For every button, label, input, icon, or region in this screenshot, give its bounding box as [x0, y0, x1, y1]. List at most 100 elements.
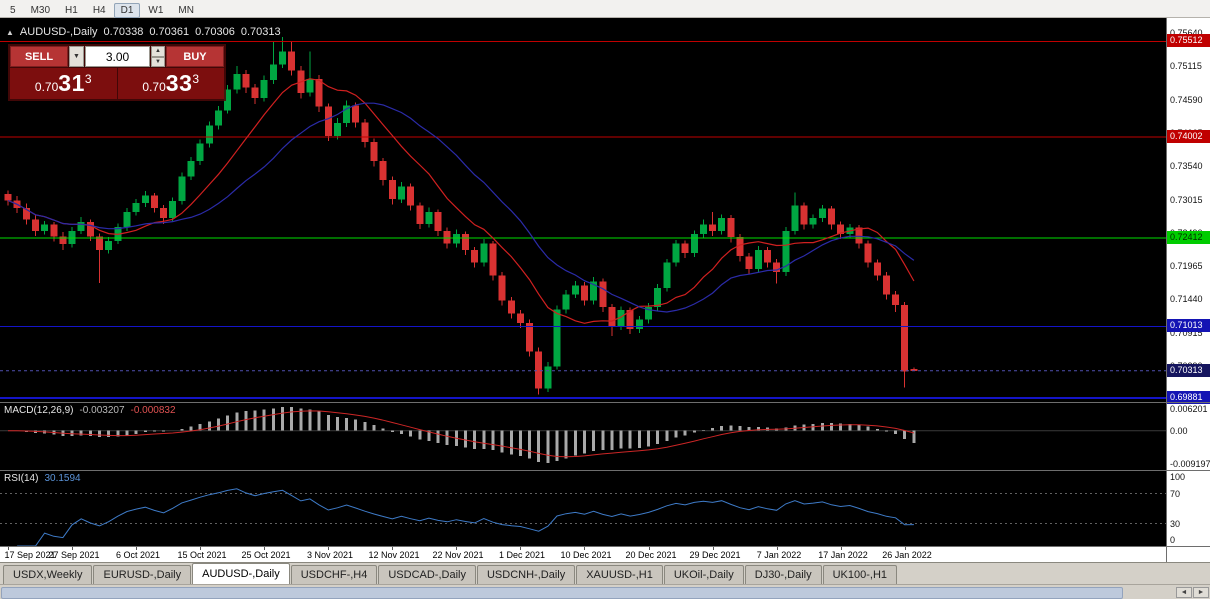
scroll-right-button[interactable]: ►	[1193, 587, 1209, 598]
timeframe-button-h4[interactable]: H4	[92, 4, 106, 16]
macd-histogram	[15, 407, 916, 464]
chart-ohlc-title: ▲ AUDUSD-,Daily 0.70338 0.70361 0.70306 …	[6, 26, 281, 38]
candles-series	[4, 37, 918, 395]
panel-toggle-icon[interactable]: ▲	[6, 27, 14, 37]
sell-price-prefix: 0.70	[34, 80, 59, 94]
date-label: 15 Oct 2021	[177, 550, 227, 560]
volume-increase-button[interactable]: ▲	[151, 46, 165, 57]
spin-down-icon: ▼	[155, 58, 161, 65]
price-level-label: 0.71013	[1167, 319, 1210, 333]
sell-price-big: 31	[58, 70, 85, 96]
date-tick	[520, 547, 521, 550]
ma-fast-line	[7, 78, 915, 324]
date-label: 25 Oct 2021	[241, 550, 291, 560]
axis-tick-label: 0.75115	[1170, 61, 1202, 72]
axis-tick-label: 70	[1170, 488, 1181, 499]
buy-price-prefix: 0.70	[142, 80, 166, 94]
axis-tick-label: -0.009197	[1170, 459, 1210, 469]
axis-tick-label: 100	[1170, 472, 1186, 482]
sell-price-display[interactable]: 0.70313	[10, 68, 117, 99]
one-click-trading-panel: SELL ▼ ▲ ▼ BUY 0	[8, 44, 226, 101]
date-tick	[777, 547, 778, 550]
axis-tick-label: 0	[1170, 535, 1176, 545]
axis-tick-label: 0.75640	[1170, 28, 1203, 39]
volume-decrease-button[interactable]: ▼	[151, 56, 165, 67]
volume-field-wrap	[85, 46, 150, 67]
volume-input[interactable]	[85, 46, 150, 67]
timeframe-button-h1[interactable]: H1	[65, 4, 78, 16]
axis-tick-label: 0.70915	[1170, 327, 1203, 338]
volume-stepper: ▲ ▼	[151, 46, 165, 67]
rsi-name: RSI(14)	[4, 473, 39, 484]
timeframe-button-d1[interactable]: D1	[113, 2, 141, 18]
chart-tab[interactable]: USDCNH-,Daily	[476, 565, 576, 584]
axis-tick-label: 0.71440	[1170, 294, 1203, 305]
chart-tab[interactable]: USDCAD-,Daily	[378, 565, 476, 584]
scroll-left-button[interactable]: ◄	[1176, 587, 1192, 598]
sell-price-pipette: 3	[84, 72, 92, 86]
date-tick	[392, 547, 393, 550]
timeframe-button-5[interactable]: 5	[10, 4, 16, 16]
sell-button[interactable]: SELL	[10, 46, 68, 67]
timeframe-buttons: 5 M30 H1 H4 D1 W1 MN	[3, 0, 202, 18]
buy-price-pipette: 3	[192, 72, 200, 86]
buy-price-big: 33	[165, 70, 193, 96]
axis-tick-label: 0.00	[1170, 425, 1188, 436]
scrollbar-thumb[interactable]	[1, 587, 1123, 599]
date-label: 3 Nov 2021	[306, 550, 354, 560]
chart-tab[interactable]: USDX,Weekly	[3, 565, 93, 584]
panel-separator[interactable]	[0, 546, 1210, 547]
rsi-indicator-canvas[interactable]	[0, 471, 1166, 546]
macd-main-value: -0.003207	[79, 405, 125, 416]
date-tick	[8, 547, 9, 550]
arrow-right-icon: ►	[1197, 589, 1205, 596]
date-tick	[905, 547, 906, 550]
chart-tab[interactable]: UK100-,H1	[822, 565, 898, 584]
chart-tab[interactable]: UKOil-,Daily	[663, 565, 744, 584]
date-tick	[649, 547, 650, 550]
price-level-label: 0.75512	[1167, 34, 1210, 48]
macd-name: MACD(12,26,9)	[4, 405, 74, 416]
horizontal-scrollbar: ◄ ►	[0, 584, 1210, 599]
date-label: 17 Jan 2022	[818, 550, 868, 560]
trade-options-dropdown[interactable]: ▼	[69, 46, 84, 67]
timeframe-button-w1[interactable]: W1	[148, 4, 164, 16]
date-tick	[713, 547, 714, 550]
timeframe-button-m30[interactable]: M30	[30, 4, 51, 16]
axis-tick-label: 0.71965	[1170, 261, 1203, 272]
price-level-label: 0.69881	[1167, 391, 1210, 405]
date-tick	[456, 547, 457, 550]
date-label: 27 Sep 2021	[48, 550, 100, 560]
panel-separator[interactable]	[0, 470, 1210, 471]
axis-tick-label: 0.73015	[1170, 194, 1203, 205]
arrow-left-icon: ◄	[1180, 589, 1188, 596]
price-axis: 0.756400.751150.745900.740650.735400.730…	[1166, 18, 1210, 562]
date-tick	[72, 547, 73, 550]
date-label: 26 Jan 2022	[882, 550, 932, 560]
timeframe-button-mn[interactable]: MN	[178, 4, 194, 16]
chart-tab[interactable]: USDCHF-,H4	[290, 565, 378, 584]
macd-signal-value: -0.000832	[130, 405, 176, 416]
date-label: 22 Nov 2021	[432, 550, 484, 560]
price-chart-canvas[interactable]	[0, 18, 1166, 402]
spin-up-icon: ▲	[155, 48, 161, 55]
chart-tab[interactable]: XAUUSD-,H1	[576, 565, 663, 584]
chart-tab[interactable]: DJ30-,Daily	[744, 565, 822, 584]
chart-tab[interactable]: AUDUSD-,Daily	[192, 563, 290, 584]
date-label: 20 Dec 2021	[625, 550, 677, 560]
buy-price-display[interactable]: 0.70333	[117, 68, 224, 99]
buy-button[interactable]: BUY	[166, 46, 224, 67]
date-label: 6 Oct 2021	[115, 550, 161, 560]
date-tick	[200, 547, 201, 550]
macd-indicator-label: MACD(12,26,9) -0.003207 -0.000832	[4, 405, 176, 416]
rsi-line	[17, 488, 914, 546]
date-label: 10 Dec 2021	[560, 550, 612, 560]
chart-tab[interactable]: EURUSD-,Daily	[93, 565, 192, 584]
horizontal-level-lines	[0, 40, 1166, 400]
panel-separator[interactable]	[0, 402, 1210, 403]
high-value: 0.70361	[149, 26, 190, 38]
close-value: 0.70313	[240, 26, 281, 38]
low-value: 0.70306	[195, 26, 235, 38]
macd-indicator-canvas[interactable]	[0, 403, 1166, 470]
date-label: 1 Dec 2021	[498, 550, 546, 560]
